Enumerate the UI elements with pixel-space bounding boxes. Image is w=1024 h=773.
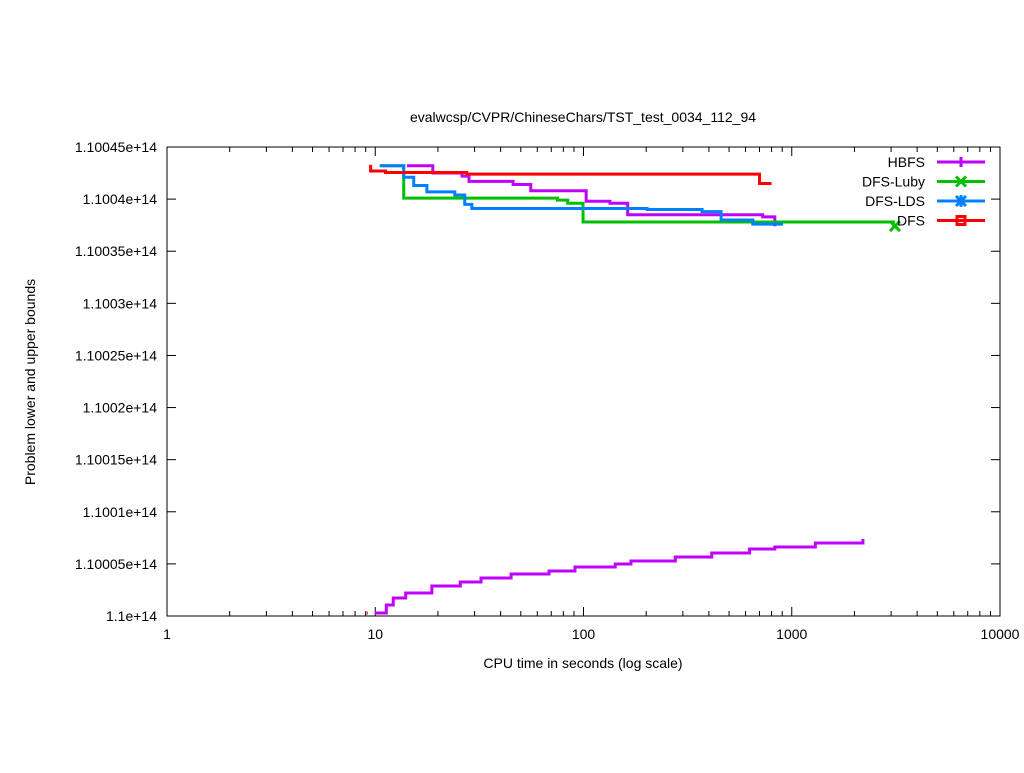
y-tick-label: 1.1004e+14 <box>83 191 158 207</box>
chart-title: evalwcsp/CVPR/ChineseChars/TST_test_0034… <box>410 109 756 125</box>
x-tick-label: 100 <box>572 626 596 642</box>
x-tick-label: 1 <box>163 626 171 642</box>
series-line-hbfs <box>374 538 865 615</box>
x-tick-label: 1000 <box>776 626 807 642</box>
legend: HBFS DFS-Luby DFS-LDS DFS <box>862 154 985 229</box>
series-line-dfs <box>369 164 772 185</box>
y-tick-label: 1.1e+14 <box>106 608 157 624</box>
y-tick-label: 1.10025e+14 <box>75 347 157 363</box>
legend-marker-plus-icon <box>956 157 966 167</box>
y-tick-label: 1.1002e+14 <box>83 400 158 416</box>
series-line-hbfs <box>406 164 777 227</box>
series-marker-dfs-luby <box>888 219 902 233</box>
legend-label: DFS <box>897 213 925 229</box>
legend-marker-star-icon <box>954 194 968 208</box>
y-tick-label: 1.10035e+14 <box>75 243 157 259</box>
legend-label: HBFS <box>888 154 925 170</box>
y-axis-label: Problem lower and upper bounds <box>22 279 38 485</box>
legend-label: DFS-Luby <box>862 174 925 190</box>
legend-label: DFS-LDS <box>865 193 925 209</box>
y-tick-label: 1.10015e+14 <box>75 452 157 468</box>
x-axis-label: CPU time in seconds (log scale) <box>483 655 682 671</box>
legend-marker-x-icon <box>954 175 968 188</box>
y-tick-label: 1.10045e+14 <box>75 139 157 155</box>
y-tick-label: 1.1003e+14 <box>83 295 158 311</box>
x-tick-label: 10 <box>367 626 383 642</box>
y-tick-label: 1.1001e+14 <box>83 504 158 520</box>
series-line-dfs-lds <box>379 164 784 226</box>
y-tick-label: 1.10005e+14 <box>75 556 157 572</box>
legend-marker-square-icon <box>955 215 967 226</box>
x-tick-label: 10000 <box>981 626 1020 642</box>
